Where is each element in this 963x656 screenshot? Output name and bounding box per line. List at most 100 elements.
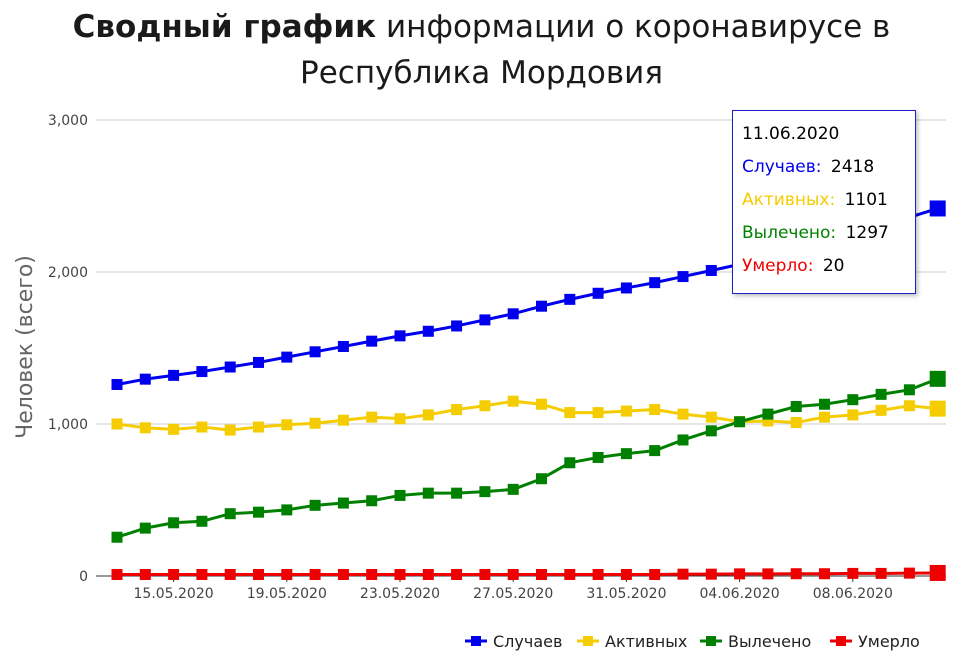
data-point-recovered [479, 486, 491, 498]
x-axis: 15.05.2020 19.05.2020 23.05.2020 27.05.2020… [96, 575, 946, 602]
chart-title-rest: информации о коронавирусе в Республика М… [300, 9, 891, 91]
data-point-active [168, 423, 180, 435]
x-tick-label: 04.06.2020 [700, 586, 780, 602]
data-point-cases [168, 369, 180, 381]
data-point-recovered [422, 487, 434, 499]
tooltip: 11.06.2020 Случаев: 2418 Активных: 1101 … [732, 110, 916, 294]
data-point-recovered [875, 388, 887, 400]
data-point-recovered [196, 515, 208, 527]
tooltip-value-recovered: 1297 [845, 223, 889, 243]
data-point-deaths [337, 568, 349, 580]
data-point-recovered [253, 506, 264, 518]
data-point-recovered [620, 448, 632, 460]
data-point-recovered [847, 394, 859, 406]
data-point-deaths [929, 564, 946, 581]
data-point-deaths [790, 568, 802, 580]
legend-swatch-marker [583, 636, 593, 646]
data-point-recovered [451, 487, 463, 499]
data-point-active [309, 417, 321, 429]
data-point-recovered [649, 445, 661, 457]
tooltip-label-active: Активных: [742, 190, 836, 210]
data-point-deaths [507, 568, 519, 580]
data-point-recovered [309, 499, 321, 511]
data-point-active [479, 400, 491, 412]
legend-swatch-marker [706, 636, 716, 646]
data-point-recovered [536, 473, 547, 485]
data-point-active [536, 398, 547, 410]
legend-item: Вылечено [700, 632, 811, 651]
tooltip-row-deaths: Умерло: 20 [742, 255, 915, 288]
tooltip-value-cases: 2418 [830, 157, 875, 177]
data-point-cases [281, 351, 293, 363]
data-point-deaths [620, 568, 632, 580]
data-point-active [819, 411, 830, 423]
series-deaths [111, 564, 946, 581]
data-point-deaths [224, 568, 236, 580]
chart-title: Сводный график информации о коронавирусе… [0, 4, 963, 96]
data-point-deaths [536, 568, 547, 580]
data-point-active [196, 421, 208, 433]
y-tick-label: 0 [79, 569, 88, 585]
data-point-active [592, 407, 604, 419]
data-point-active [111, 418, 123, 430]
data-point-deaths [451, 568, 463, 580]
data-point-cases [564, 293, 576, 305]
data-point-cases [224, 361, 236, 373]
data-point-cases [677, 271, 689, 283]
data-point-deaths [139, 568, 151, 580]
data-point-cases [366, 335, 378, 347]
tooltip-row-active: Активных: 1101 [742, 189, 915, 222]
data-point-cases [705, 264, 717, 276]
data-point-deaths [649, 568, 661, 580]
tooltip-label-deaths: Умерло: [742, 256, 814, 276]
data-point-active [224, 424, 236, 436]
data-point-recovered [677, 434, 689, 446]
tooltip-row-cases: Случаев: 2418 [742, 156, 915, 189]
data-point-deaths [394, 568, 406, 580]
legend: Случаев Активных Вылечено Умерло [465, 632, 920, 651]
data-point-deaths [309, 568, 321, 580]
series-line-deaths [117, 571, 938, 576]
data-point-recovered [592, 451, 604, 463]
data-point-deaths [422, 568, 434, 580]
data-point-recovered [281, 504, 293, 516]
data-point-active [620, 405, 632, 417]
data-point-cases [309, 346, 321, 358]
data-point-cases [111, 378, 123, 390]
data-point-cases [620, 282, 632, 294]
data-point-cases [929, 200, 946, 217]
data-point-deaths [819, 568, 830, 580]
data-point-recovered [139, 522, 151, 534]
data-point-active [903, 400, 915, 412]
tooltip-value-deaths: 20 [822, 256, 845, 276]
y-tick-label: 1,000 [48, 417, 88, 433]
data-point-recovered [366, 495, 378, 507]
data-point-deaths [111, 568, 123, 580]
data-point-active [705, 411, 717, 423]
y-tick-label: 2,000 [48, 265, 88, 281]
legend-item: Случаев [465, 632, 562, 651]
data-point-recovered [394, 489, 406, 501]
data-point-deaths [847, 567, 859, 579]
y-axis-ticks: 0 1,000 2,000 3,000 [48, 113, 88, 585]
data-point-deaths [564, 568, 576, 580]
tooltip-row-recovered: Вылечено: 1297 [742, 222, 915, 255]
legend-label: Активных [605, 632, 687, 651]
data-point-recovered [705, 425, 717, 437]
data-point-cases [649, 277, 661, 289]
data-point-deaths [196, 568, 208, 580]
tooltip-label-cases: Случаев: [742, 157, 822, 177]
data-point-deaths [677, 568, 689, 580]
data-point-deaths [168, 568, 180, 580]
legend-label: Случаев [493, 632, 562, 651]
x-tick-label: 15.05.2020 [134, 586, 214, 602]
data-point-cases [479, 314, 491, 326]
data-point-active [422, 409, 434, 421]
data-point-active [507, 395, 519, 407]
data-point-active [451, 404, 463, 416]
data-point-recovered [790, 401, 802, 413]
tooltip-date: 11.06.2020 [742, 124, 840, 144]
data-point-deaths [875, 567, 887, 579]
data-point-recovered [734, 416, 746, 428]
data-point-active [929, 400, 946, 417]
